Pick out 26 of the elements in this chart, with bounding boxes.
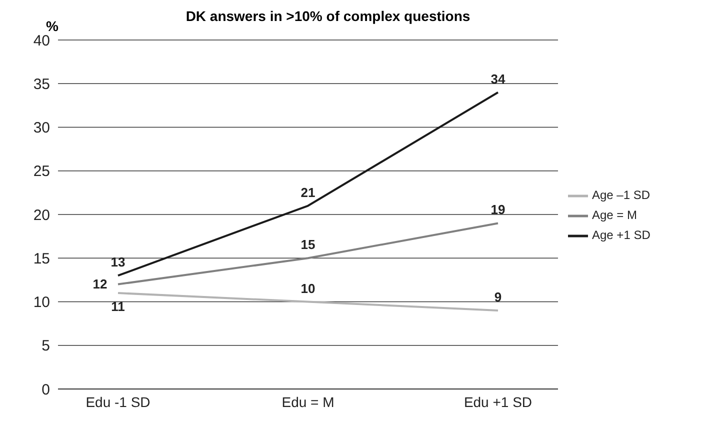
y-tick-label: 20 [33, 206, 50, 224]
y-axis-title: % [46, 18, 58, 34]
data-label: 19 [490, 202, 506, 218]
legend-label: Age = M [592, 208, 638, 222]
y-tick-label: 15 [33, 250, 50, 268]
y-tick-label: 10 [33, 294, 50, 312]
x-tick-label: Edu = M [282, 394, 334, 410]
x-tick-label: Edu +1 SD [464, 394, 532, 410]
y-tick-label: 5 [42, 338, 50, 355]
data-label: 10 [300, 280, 316, 296]
data-label: 15 [300, 237, 316, 252]
data-label: 34 [490, 71, 506, 86]
y-tick-label: 40 [33, 32, 50, 50]
data-label: 21 [300, 184, 316, 200]
legend-label: Age –1 SD [592, 188, 650, 202]
legend-label: Age +1 SD [592, 228, 650, 242]
x-tick-label: Edu -1 SD [86, 394, 150, 410]
chart-title: DK answers in >10% of complex questions [186, 8, 470, 24]
y-tick-label: 35 [33, 76, 50, 93]
data-label: 12 [92, 276, 108, 292]
y-tick-label: 0 [42, 381, 50, 398]
y-tick-label: 30 [33, 120, 50, 137]
data-label: 9 [494, 289, 502, 304]
data-label: 11 [111, 299, 125, 314]
y-tick-label: 25 [33, 163, 50, 180]
data-label: 13 [110, 254, 126, 270]
